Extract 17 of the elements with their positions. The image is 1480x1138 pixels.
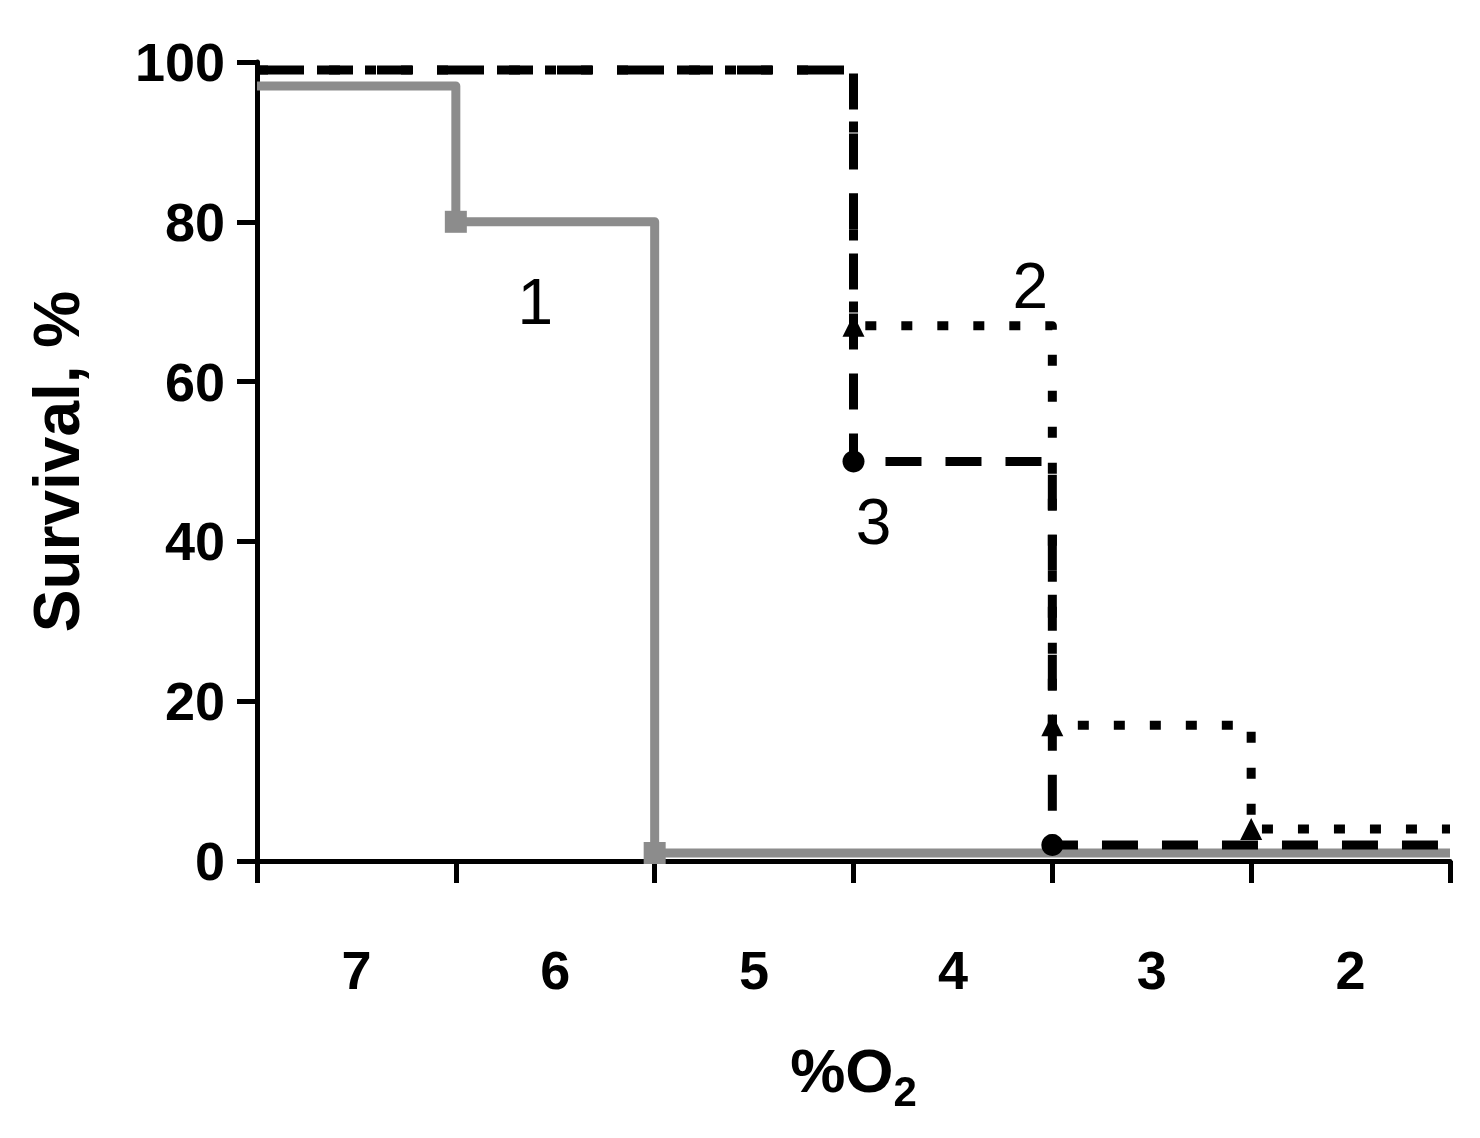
series-label: 2 <box>1012 249 1049 322</box>
series-label: 1 <box>517 265 554 338</box>
y-tick-label: 80 <box>164 191 225 252</box>
x-tick-label: 2 <box>1335 940 1366 1000</box>
series-label: 3 <box>855 485 892 558</box>
x-tick-label: 4 <box>937 940 968 1000</box>
y-tick-label: 20 <box>164 671 225 732</box>
x-tick-label: 5 <box>739 940 770 1000</box>
y-tick-label: 60 <box>164 351 225 412</box>
y-tick-label: 0 <box>194 831 225 891</box>
x-tick-label: 6 <box>540 940 571 1000</box>
y-tick-label: 100 <box>134 32 225 92</box>
y-axis-title: Survival, % <box>21 290 93 633</box>
x-axis-title: %O$_{2}$ <box>790 1035 917 1115</box>
x-tick-label: 7 <box>341 940 372 1000</box>
y-tick-label: 40 <box>164 511 225 572</box>
x-tick-label: 3 <box>1136 940 1167 1000</box>
